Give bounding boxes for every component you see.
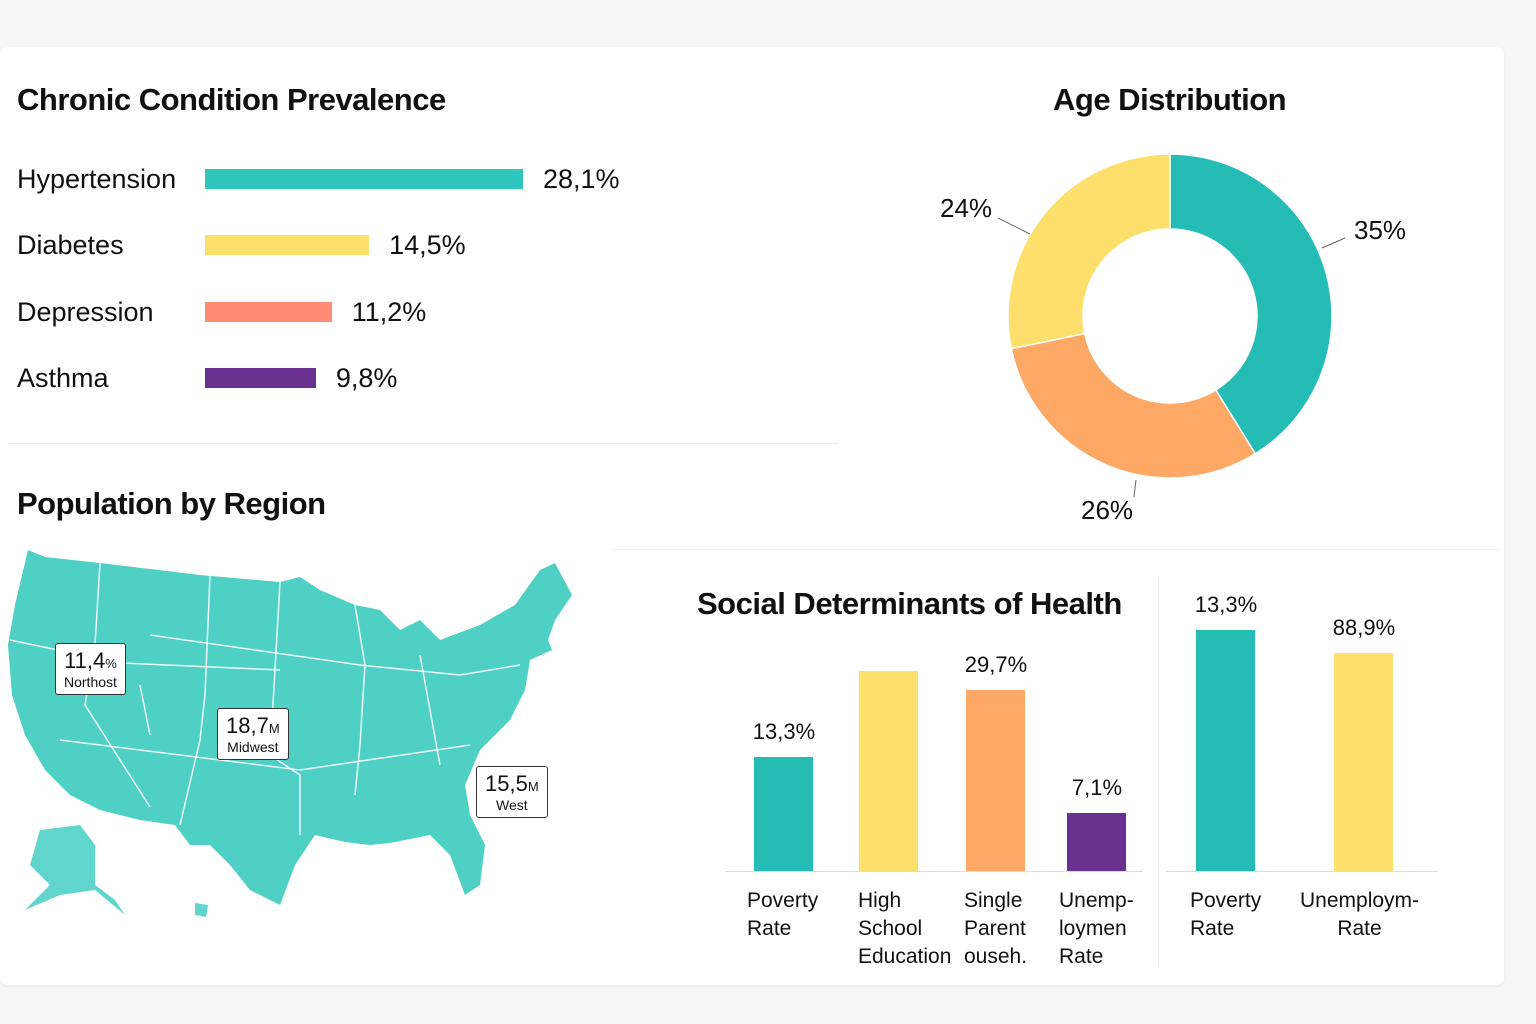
bar: [205, 368, 316, 388]
bar: [1334, 653, 1393, 871]
bar: [859, 671, 918, 871]
tag-value: 11,4: [64, 648, 106, 673]
bar-row: Diabetes 14,5%: [17, 225, 466, 265]
baseline: [1166, 871, 1438, 872]
leader-line: [997, 217, 1031, 235]
baseline: [725, 871, 1143, 872]
pie-label: 35%: [1354, 215, 1407, 245]
tag-unit: M: [527, 779, 539, 794]
donut-slice: [1010, 332, 1257, 479]
bar: [966, 690, 1025, 871]
social-title: Social Determinants of Health: [697, 586, 1122, 621]
bar-category: Unemp- loymen Rate: [1059, 889, 1134, 968]
bar-label: Asthma: [17, 362, 109, 393]
bar-category: Unemploym- Rate: [1300, 889, 1420, 940]
divider: [612, 549, 1500, 550]
tag-value: 15,5: [485, 771, 528, 796]
pie-label: 24%: [940, 193, 993, 223]
map-tag-midwest: 18,7M Midwest: [217, 708, 289, 760]
bar-label: Diabetes: [17, 229, 124, 260]
map-tag-northeast: 11,4% Northost: [55, 643, 126, 695]
bar-value: 9,8%: [335, 362, 398, 393]
bar-row: Asthma 9,8%: [17, 358, 397, 398]
bar: [205, 169, 523, 189]
bar-value: 7,1%: [1071, 775, 1123, 800]
alaska-shape: [25, 825, 125, 915]
tag-value: 18,7: [226, 713, 269, 738]
bar-label: Hypertension: [17, 163, 177, 194]
age-title: Age Distribution: [1053, 82, 1287, 117]
bar-category: Single Parent ouseh.: [964, 889, 1028, 968]
us-mainland-shape: [8, 550, 572, 905]
bar-value: 13,3%: [1194, 592, 1258, 617]
tag-name: West: [496, 797, 528, 813]
leader-line: [1321, 237, 1346, 249]
leader-line: [1133, 479, 1137, 498]
chronic-title: Chronic Condition Prevalence: [17, 82, 446, 117]
map-title: Population by Region: [17, 486, 326, 521]
tag-unit: %: [105, 656, 117, 671]
bar: [1067, 813, 1126, 871]
hawaii-shape: [195, 903, 208, 917]
us-map: [8, 550, 572, 917]
bar-category: High School Education: [858, 889, 952, 968]
divider: [8, 443, 838, 444]
pie-label: 26%: [1081, 495, 1134, 525]
tag-unit: M: [268, 721, 280, 736]
bar-row: Hypertension 28,1%: [17, 159, 620, 199]
bar: [205, 302, 332, 322]
bar: [1196, 630, 1255, 871]
donut-slice: [1007, 153, 1171, 350]
map-tag-west: 15,5M West: [476, 766, 548, 818]
tag-name: Midwest: [227, 739, 279, 755]
donut-slice: [1169, 153, 1333, 455]
bar-value: 13,3%: [752, 719, 816, 744]
bar: [205, 235, 370, 255]
tag-name: Northost: [64, 674, 117, 690]
bar-category: Poverty Rate: [747, 889, 819, 940]
bar: [754, 757, 813, 871]
bar-value: 28,1%: [543, 163, 620, 194]
bar-label: Depression: [17, 296, 154, 327]
bar-value: 14,5%: [389, 229, 466, 260]
bar-value: 11,2%: [351, 296, 427, 327]
age-donut-chart: [1007, 153, 1333, 479]
bar-value: 29,7%: [964, 652, 1028, 677]
bar-category: Poverty Rate: [1190, 889, 1262, 940]
divider: [1158, 578, 1159, 968]
bar-value: 88,9%: [1332, 615, 1396, 640]
bar-row: Depression 11,2%: [17, 292, 426, 332]
